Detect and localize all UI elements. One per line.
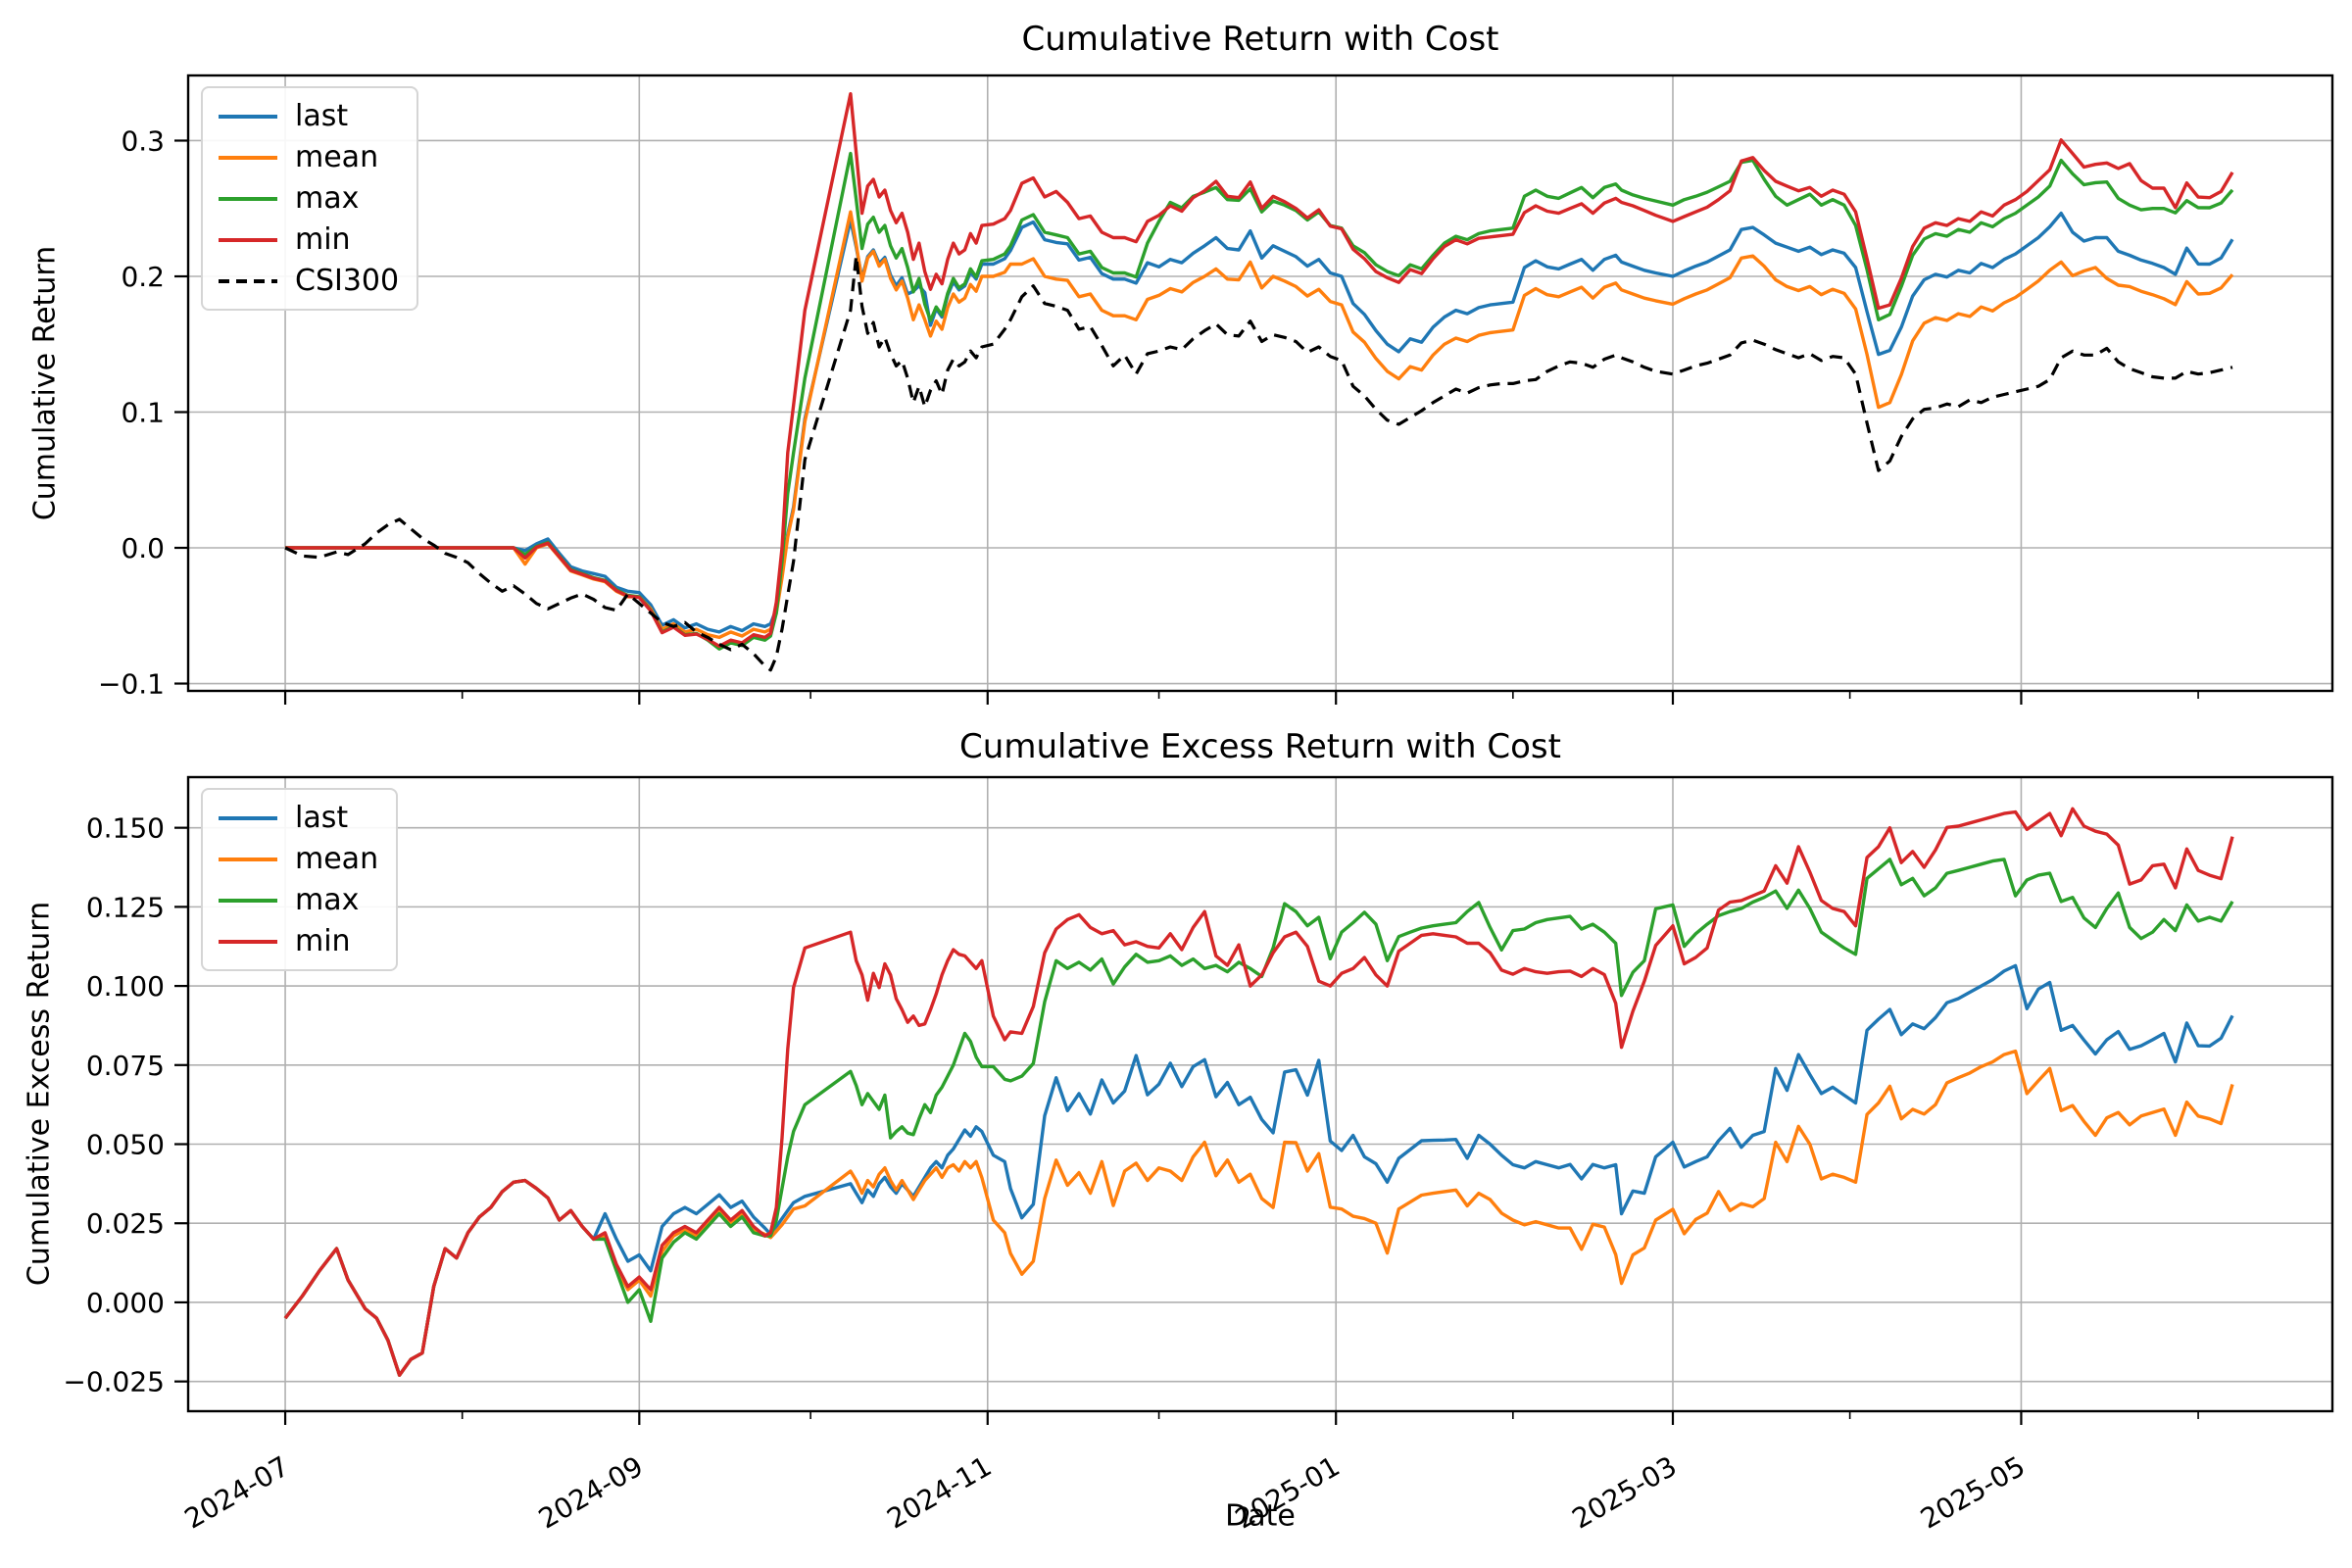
top-chart-title: Cumulative Return with Cost [1021,20,1499,59]
legend-item-max: max [219,182,399,215]
chart-panel-1: −0.025 0.000 0.025 0.050 0.075 0.100 0.125 0.15… [63,775,2334,1536]
legend-item-max: max [219,884,378,916]
x-tick-label: 2024-07 [179,1449,295,1535]
legend-item-min: min [219,925,378,957]
y-tick-label: −0.1 [98,668,165,701]
y-tick-label: 0.150 [86,812,165,845]
y-tick-label: 0.2 [121,261,165,293]
legend-label: min [295,222,351,257]
series-line-CSI300 [284,254,2233,672]
gridlines [188,75,2332,691]
mean-line-swatch [219,155,277,160]
x-tick-label: 2024-09 [533,1449,649,1535]
x-tick-label: 2025-05 [1915,1449,2031,1535]
series-line-last [283,963,2234,1377]
y-tick-label: 0.025 [86,1207,165,1240]
tick-marks [174,139,2199,705]
x-axis-label-date: Date [1225,1498,1296,1534]
y-tick-label: 0.1 [121,397,165,429]
x-tick-label: 2025-03 [1567,1449,1683,1535]
y-tick-label: 0.000 [86,1287,165,1319]
bottom-chart-legend: last mean max min [201,788,399,971]
chart-panel-0: −0.1 0.0 0.1 0.2 0.3 [98,74,2334,705]
min-line-swatch [219,237,277,242]
min-line-swatch [219,939,277,944]
bottom-chart-title: Cumulative Excess Return with Cost [959,727,1561,766]
legend-item-last: last [219,100,399,132]
legend-label: max [295,181,360,216]
series-line-min [283,807,2234,1377]
legend-label: last [295,99,349,133]
mean-line-swatch [219,857,277,861]
axes-spines [186,74,2334,693]
y-tick-label: 0.0 [121,532,165,564]
max-line-swatch [219,196,277,201]
legend-item-mean: mean [219,843,378,875]
y-tick-label: 0.3 [121,124,165,157]
series-line-max [283,858,2234,1377]
y-tick-label: 0.050 [86,1129,165,1161]
tick-marks [174,826,2199,1425]
legend-item-mean: mean [219,141,399,173]
last-line-swatch [219,114,277,119]
csi300-dashed-line-swatch [219,278,277,283]
top-chart-ylabel: Cumulative Return [27,245,63,521]
x-tick-label: 2024-11 [881,1449,997,1535]
legend-label: max [295,883,360,917]
series-line-min [285,91,2234,649]
legend-label: mean [295,842,379,876]
axes-spines [186,775,2334,1413]
bottom-chart-ylabel: Cumulative Excess Return [22,901,57,1287]
gridlines [188,777,2332,1411]
legend-item-last: last [219,802,378,834]
legend-label: last [295,801,349,835]
legend-label: mean [295,140,379,174]
series-line-mean [283,1049,2234,1377]
legend-item-csi300: CSI300 [219,265,399,297]
last-line-swatch [219,815,277,820]
max-line-swatch [219,898,277,903]
series-line-last [285,211,2234,634]
y-tick-label: 0.075 [86,1050,165,1082]
legend-item-min: min [219,223,399,256]
top-chart-legend: last mean max min CSI300 [201,86,419,311]
legend-label: min [295,924,351,958]
y-tick-label: 0.100 [86,970,165,1003]
y-tick-label: 0.125 [86,891,165,923]
y-tick-label: −0.025 [63,1366,165,1398]
legend-label: CSI300 [295,264,400,298]
